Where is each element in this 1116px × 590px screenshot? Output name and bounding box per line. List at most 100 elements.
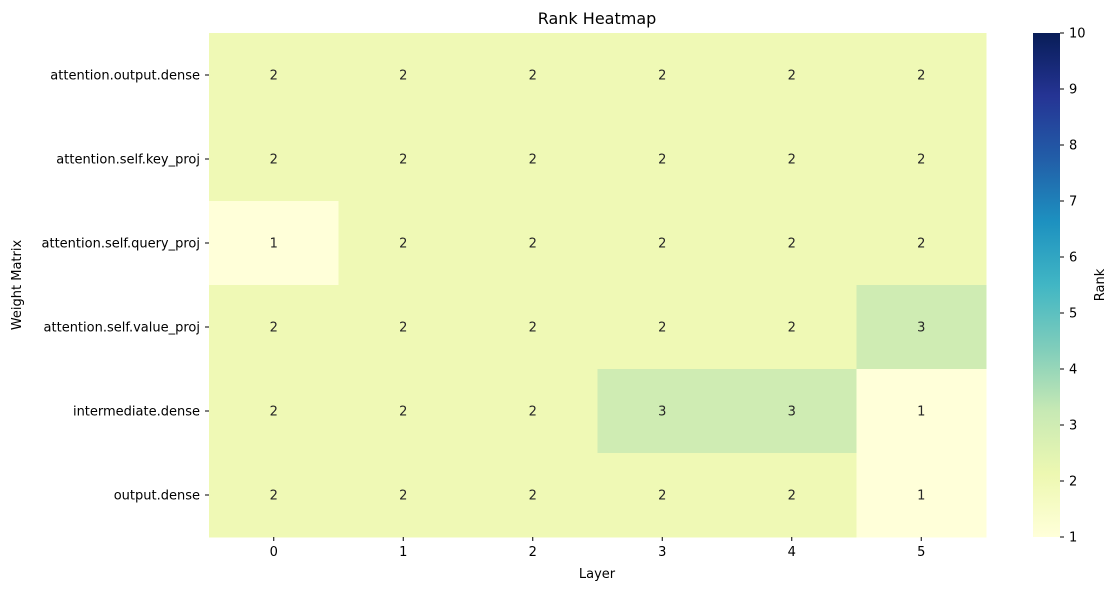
cell-value-label: 2	[399, 489, 407, 504]
x-tick-label: 3	[658, 545, 666, 560]
heatmap-cell	[856, 117, 987, 202]
x-tick-label: 1	[399, 545, 407, 560]
heatmap-cell	[338, 117, 469, 202]
cell-value-label: 2	[399, 405, 407, 420]
y-tick-label: attention.self.query_proj	[42, 237, 200, 252]
cell-value-label: 2	[658, 321, 666, 336]
colorbar-tick-label: 5	[1069, 307, 1077, 322]
cell-value-label: 2	[399, 321, 407, 336]
heatmap-cell-labels: 2 2 2 2 2 2 2 2 2 2 2 2 1 2 2 2 2 2 2 2 2 2 2 3 2 2 2 3 3 1 2 2 2 2 2 1	[270, 69, 926, 504]
cell-value-label: 2	[399, 153, 407, 168]
heatmap-cell	[468, 33, 598, 118]
colorbar-tick-label: 2	[1069, 475, 1077, 490]
colorbar	[1033, 33, 1060, 537]
colorbar-label: Rank	[1093, 268, 1108, 301]
y-tick-label: attention.self.value_proj	[44, 321, 200, 336]
heatmap-cell	[338, 33, 469, 118]
chart-title: Rank Heatmap	[538, 9, 657, 28]
cell-value-label: 2	[788, 237, 796, 252]
cell-value-label: 2	[399, 69, 407, 84]
heatmap-cell	[468, 201, 598, 286]
cell-value-label: 2	[917, 237, 925, 252]
heatmap-cell	[856, 201, 987, 286]
heatmap-cell	[209, 453, 339, 538]
heatmap-cell	[856, 285, 987, 370]
heatmap-cell	[209, 117, 339, 202]
heatmap-cell	[597, 285, 728, 370]
cell-value-label: 2	[529, 405, 537, 420]
x-tick-label: 5	[917, 545, 925, 560]
cell-value-label: 2	[658, 69, 666, 84]
y-tick-label: attention.self.key_proj	[56, 153, 200, 168]
heatmap-cell	[727, 285, 857, 370]
colorbar-ticks: 1 2 3 4 5 6 7 8 9 10	[1060, 27, 1086, 546]
heatmap-cell	[727, 33, 857, 118]
cell-value-label: 2	[788, 69, 796, 84]
cell-value-label: 2	[270, 69, 278, 84]
heatmap-cell	[468, 369, 598, 454]
cell-value-label: 2	[270, 489, 278, 504]
colorbar-tick-label: 4	[1069, 363, 1077, 378]
y-tick-label: attention.output.dense	[50, 69, 200, 84]
cell-value-label: 2	[917, 69, 925, 84]
cell-value-label: 2	[788, 153, 796, 168]
heatmap-cell	[727, 369, 857, 454]
heatmap-cell	[468, 453, 598, 538]
heatmap-cell	[468, 285, 598, 370]
cell-value-label: 2	[270, 321, 278, 336]
colorbar-tick-label: 1	[1069, 531, 1077, 546]
y-tick-label: intermediate.dense	[73, 405, 200, 420]
y-tick-label: output.dense	[114, 489, 200, 504]
x-axis-ticks: 0 1 2 3 4 5	[270, 537, 925, 560]
heatmap-cell	[209, 33, 339, 118]
heatmap-cell	[597, 369, 728, 454]
heatmap-cell	[338, 285, 469, 370]
cell-value-label: 3	[788, 405, 796, 420]
cell-value-label: 2	[658, 489, 666, 504]
cell-value-label: 3	[917, 321, 925, 336]
cell-value-label: 3	[658, 405, 666, 420]
heatmap-cell	[209, 369, 339, 454]
cell-value-label: 2	[529, 489, 537, 504]
cell-value-label: 1	[917, 405, 925, 420]
cell-value-label: 2	[658, 237, 666, 252]
heatmap-cell	[338, 453, 469, 538]
heatmap-cell	[856, 453, 987, 538]
heatmap-cell	[338, 369, 469, 454]
colorbar-tick-label: 9	[1069, 83, 1077, 98]
cell-value-label: 2	[658, 153, 666, 168]
colorbar-tick-label: 7	[1069, 195, 1077, 210]
heatmap-cell	[597, 33, 728, 118]
cell-value-label: 2	[788, 321, 796, 336]
heatmap-cell	[727, 201, 857, 286]
cell-value-label: 2	[270, 153, 278, 168]
x-tick-label: 4	[788, 545, 796, 560]
heatmap-cell	[727, 117, 857, 202]
colorbar-tick-label: 10	[1069, 27, 1086, 42]
colorbar-tick-label: 8	[1069, 139, 1077, 154]
cell-value-label: 1	[917, 489, 925, 504]
cell-value-label: 2	[399, 237, 407, 252]
y-axis-ticks: attention.output.dense attention.self.key…	[42, 69, 209, 504]
cell-value-label: 1	[270, 237, 278, 252]
cell-value-label: 2	[529, 69, 537, 84]
y-axis-label: Weight Matrix	[10, 240, 25, 331]
colorbar-tick-label: 6	[1069, 251, 1077, 266]
colorbar-tick-label: 3	[1069, 419, 1077, 434]
heatmap-cell	[856, 369, 987, 454]
heatmap-cell	[338, 201, 469, 286]
cell-value-label: 2	[917, 153, 925, 168]
cell-value-label: 2	[529, 321, 537, 336]
heatmap-cell	[468, 117, 598, 202]
x-axis-label: Layer	[579, 567, 616, 582]
cell-value-label: 2	[529, 237, 537, 252]
cell-value-label: 2	[788, 489, 796, 504]
heatmap-cell	[597, 453, 728, 538]
heatmap-cell	[597, 117, 728, 202]
heatmap-cell	[856, 33, 987, 118]
heatmap-cell	[209, 285, 339, 370]
x-tick-label: 0	[270, 545, 278, 560]
heatmap-cell	[597, 201, 728, 286]
